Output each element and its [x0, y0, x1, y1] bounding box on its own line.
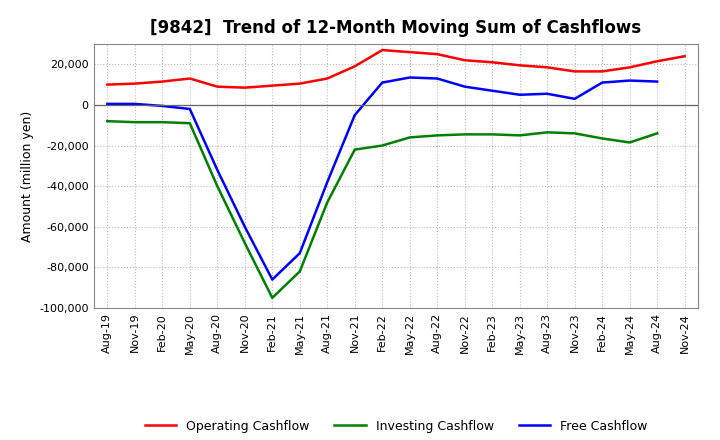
Investing Cashflow — [158, 120, 166, 125]
Operating Cashflow — [268, 83, 276, 88]
Line: Operating Cashflow: Operating Cashflow — [107, 50, 685, 88]
Free Cashflow — [378, 80, 387, 85]
Operating Cashflow — [680, 54, 689, 59]
Investing Cashflow — [488, 132, 497, 137]
Title: [9842]  Trend of 12-Month Moving Sum of Cashflows: [9842] Trend of 12-Month Moving Sum of C… — [150, 19, 642, 37]
Investing Cashflow — [323, 200, 332, 205]
Investing Cashflow — [351, 147, 359, 152]
Investing Cashflow — [543, 130, 552, 135]
Free Cashflow — [516, 92, 524, 97]
Investing Cashflow — [433, 133, 441, 138]
Y-axis label: Amount (million yen): Amount (million yen) — [21, 110, 34, 242]
Free Cashflow — [433, 76, 441, 81]
Operating Cashflow — [378, 48, 387, 53]
Investing Cashflow — [598, 136, 606, 141]
Free Cashflow — [295, 250, 304, 256]
Free Cashflow — [653, 79, 662, 84]
Line: Investing Cashflow: Investing Cashflow — [107, 121, 657, 298]
Free Cashflow — [543, 91, 552, 96]
Free Cashflow — [460, 84, 469, 89]
Free Cashflow — [240, 224, 249, 229]
Operating Cashflow — [653, 59, 662, 64]
Free Cashflow — [570, 96, 579, 102]
Investing Cashflow — [378, 143, 387, 148]
Legend: Operating Cashflow, Investing Cashflow, Free Cashflow: Operating Cashflow, Investing Cashflow, … — [140, 414, 652, 437]
Investing Cashflow — [130, 120, 139, 125]
Operating Cashflow — [488, 60, 497, 65]
Operating Cashflow — [186, 76, 194, 81]
Operating Cashflow — [213, 84, 222, 89]
Operating Cashflow — [103, 82, 112, 87]
Free Cashflow — [268, 277, 276, 282]
Investing Cashflow — [626, 140, 634, 145]
Free Cashflow — [351, 113, 359, 118]
Investing Cashflow — [405, 135, 414, 140]
Investing Cashflow — [295, 269, 304, 274]
Operating Cashflow — [570, 69, 579, 74]
Investing Cashflow — [460, 132, 469, 137]
Investing Cashflow — [268, 295, 276, 301]
Operating Cashflow — [130, 81, 139, 86]
Operating Cashflow — [460, 58, 469, 63]
Free Cashflow — [186, 106, 194, 112]
Free Cashflow — [213, 167, 222, 172]
Operating Cashflow — [323, 76, 332, 81]
Investing Cashflow — [653, 131, 662, 136]
Free Cashflow — [130, 101, 139, 106]
Operating Cashflow — [516, 62, 524, 68]
Operating Cashflow — [351, 64, 359, 69]
Free Cashflow — [598, 80, 606, 85]
Investing Cashflow — [516, 133, 524, 138]
Investing Cashflow — [570, 131, 579, 136]
Operating Cashflow — [405, 49, 414, 55]
Operating Cashflow — [158, 79, 166, 84]
Investing Cashflow — [186, 121, 194, 126]
Free Cashflow — [626, 78, 634, 83]
Operating Cashflow — [240, 85, 249, 90]
Investing Cashflow — [103, 118, 112, 124]
Line: Free Cashflow: Free Cashflow — [107, 77, 657, 279]
Free Cashflow — [158, 103, 166, 109]
Operating Cashflow — [295, 81, 304, 86]
Investing Cashflow — [213, 183, 222, 189]
Operating Cashflow — [433, 51, 441, 57]
Free Cashflow — [103, 101, 112, 106]
Investing Cashflow — [240, 240, 249, 246]
Free Cashflow — [488, 88, 497, 93]
Free Cashflow — [323, 180, 332, 185]
Operating Cashflow — [543, 65, 552, 70]
Operating Cashflow — [626, 65, 634, 70]
Free Cashflow — [405, 75, 414, 80]
Operating Cashflow — [598, 69, 606, 74]
